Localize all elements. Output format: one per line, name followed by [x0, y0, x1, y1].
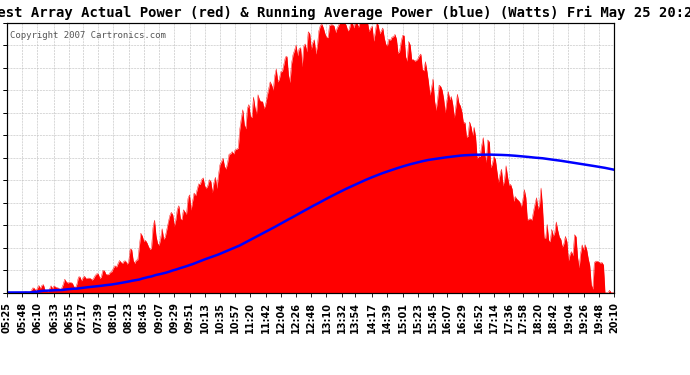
Text: Copyright 2007 Cartronics.com: Copyright 2007 Cartronics.com	[10, 31, 166, 40]
Text: West Array Actual Power (red) & Running Average Power (blue) (Watts) Fri May 25 : West Array Actual Power (red) & Running …	[0, 6, 690, 20]
